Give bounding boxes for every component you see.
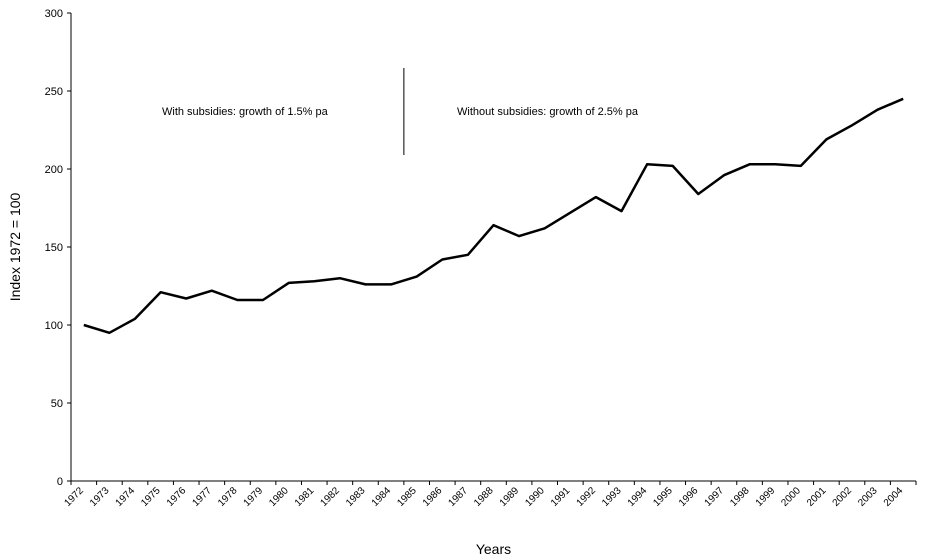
x-tick-label: 1986 <box>421 485 445 509</box>
x-tick-label: 1985 <box>395 485 419 509</box>
x-tick-label: 1974 <box>114 485 138 509</box>
x-tick-label: 1983 <box>344 485 368 509</box>
x-tick-label: 1998 <box>728 485 752 509</box>
x-axis-title: Years <box>476 541 511 557</box>
x-tick-label: 2002 <box>831 485 855 509</box>
annotation-without-subsidies: Without subsidies: growth of 2.5% pa <box>457 106 639 118</box>
x-tick-label: 1995 <box>651 485 675 509</box>
x-tick-label: 1972 <box>62 485 86 509</box>
x-tick-label: 2000 <box>779 485 803 509</box>
x-tick-label: 1997 <box>703 485 727 509</box>
series-line <box>83 97 904 335</box>
annotation-with-subsidies: With subsidies: growth of 1.5% pa <box>162 106 329 118</box>
x-tick-label: 1976 <box>165 485 189 509</box>
x-tick-label: 1994 <box>626 485 650 509</box>
x-tick-label: 1993 <box>600 485 624 509</box>
x-axis: 1972 1973 1974 1975 1976 1977 1978 1979 1980 1981… <box>62 480 917 509</box>
y-tick-label: 200 <box>45 164 63 176</box>
x-tick-label: 1991 <box>549 485 573 509</box>
x-tick-label: 1978 <box>216 485 240 509</box>
y-axis-title: Index 1972 = 100 <box>7 192 23 301</box>
y-tick-label: 250 <box>45 86 63 98</box>
plot-area <box>83 68 904 335</box>
x-tick-label: 1977 <box>190 485 214 509</box>
x-tick-label: 1973 <box>88 485 112 509</box>
x-tick-label: 1982 <box>318 485 342 509</box>
x-tick-label: 1996 <box>677 485 701 509</box>
y-tick-label: 300 <box>45 8 63 20</box>
x-tick-label: 2004 <box>882 485 906 509</box>
x-tick-label: 1992 <box>575 485 599 509</box>
x-tick-label: 1979 <box>242 485 266 509</box>
x-tick-label: 1990 <box>523 485 547 509</box>
y-tick-label: 50 <box>51 398 63 410</box>
x-tick-label: 1987 <box>447 485 471 509</box>
x-tick-label: 1975 <box>139 485 163 509</box>
x-tick-label: 2001 <box>805 485 829 509</box>
x-tick-label: 1984 <box>370 485 394 509</box>
x-tick-label: 1999 <box>754 485 778 509</box>
y-tick-label: 0 <box>57 476 63 488</box>
x-tick-label: 1988 <box>472 485 496 509</box>
y-tick-label: 100 <box>45 320 63 332</box>
y-axis: 0 50 100 150 200 250 300 <box>45 8 72 488</box>
x-tick-label: 1981 <box>293 485 317 509</box>
x-tick-label: 2003 <box>856 485 880 509</box>
x-tick-label: 1980 <box>267 485 291 509</box>
x-tick-label: 1989 <box>498 485 522 509</box>
y-tick-label: 150 <box>45 242 63 254</box>
